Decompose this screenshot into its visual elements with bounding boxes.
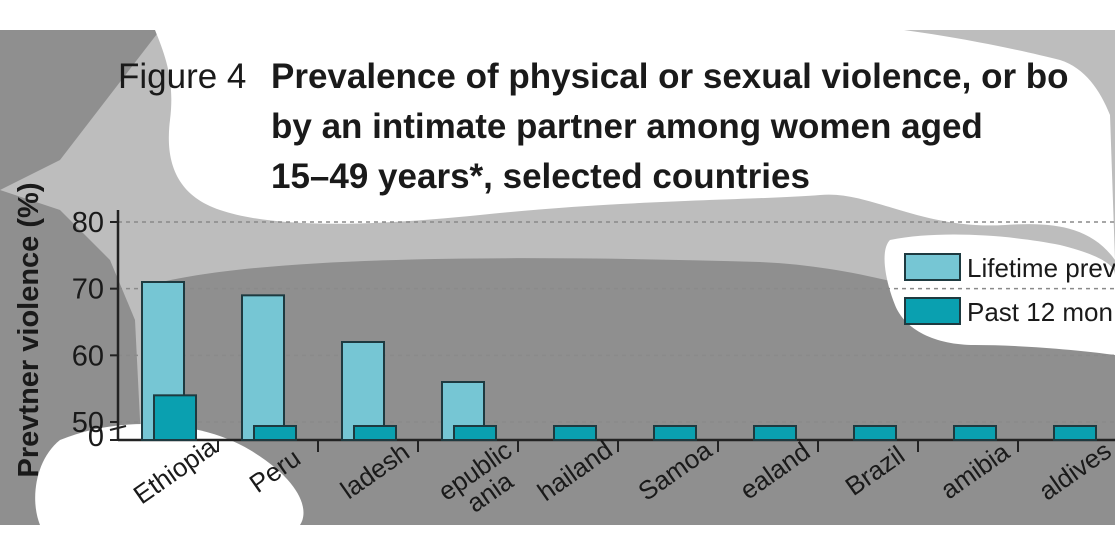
y-tick-label: 0 [88, 421, 104, 453]
y-tick-label: 70 [72, 274, 104, 306]
bar-past12-8 [953, 425, 997, 441]
legend-label-lifetime: Lifetime prev [967, 253, 1115, 283]
gridlines [118, 221, 1115, 423]
bar-past12-5 [653, 425, 697, 441]
bars [141, 281, 1097, 442]
figure-label: Figure 4 [118, 57, 246, 96]
y-tick-label: 80 [72, 207, 104, 239]
chart-title-line-2: by an intimate partner among women aged [271, 107, 983, 146]
bar-past12-3 [453, 425, 497, 441]
legend: Lifetime prev Past 12 mon [904, 253, 1115, 327]
bar-past12-6 [753, 425, 797, 441]
legend-swatch-past12 [904, 297, 961, 325]
bar-past12-9 [1053, 425, 1097, 441]
y-tick-label: 60 [72, 340, 104, 372]
chart-title-line-1: Prevalence of physical or sexual violenc… [271, 57, 1069, 96]
bar-past12-1 [253, 425, 297, 441]
chart-title-line-3: 15–49 years*, selected countries [271, 157, 810, 196]
y-axis-ticks: 80 70 60 500 [72, 207, 127, 453]
legend-swatch-lifetime [904, 253, 961, 281]
y-tick-label: 50 [72, 407, 104, 439]
bar-past12-2 [353, 425, 397, 441]
bar-past12-4 [553, 425, 597, 441]
x-axis-ticks [217, 440, 1019, 452]
legend-label-past12: Past 12 mon [967, 297, 1113, 327]
bar-past12-0 [153, 394, 197, 442]
y-axis-label: Prevtner violence (%) [13, 183, 45, 478]
bar-past12-7 [853, 425, 897, 441]
bar-lifetime-1 [241, 294, 285, 442]
